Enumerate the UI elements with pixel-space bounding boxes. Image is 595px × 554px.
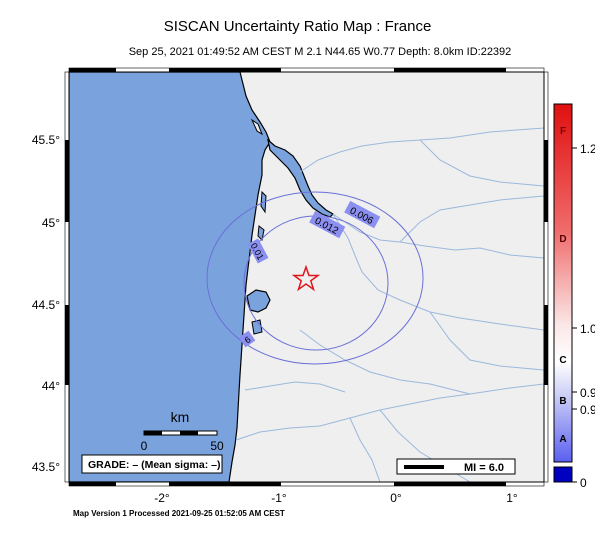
lon-tick-label: 0°: [390, 491, 402, 505]
epicenter-star-icon: [291, 264, 321, 292]
ocean-area: [69, 72, 271, 482]
map-title: SISCAN Uncertainty Ratio Map : France: [163, 18, 432, 35]
colorbar-value: 0: [580, 476, 587, 490]
colorbar-value: 0.9: [580, 386, 595, 400]
lake-cazaux: [251, 319, 263, 335]
lon-tick-label: 1°: [506, 491, 518, 505]
grade-label: C: [559, 355, 566, 366]
lat-tick-label: 45.5°: [32, 133, 60, 147]
colorbar: F D C B A 1.2 1.0 0.9 0.9 0: [553, 103, 595, 490]
arcachon-basin: [246, 289, 271, 313]
lon-tick-label: -2°: [154, 491, 170, 505]
contour-label: 6: [243, 334, 253, 345]
grade-label: D: [559, 234, 566, 245]
lat-tick-label: 45°: [42, 216, 60, 230]
grade-text: GRADE: – (Mean sigma: –): [88, 459, 220, 471]
lat-tick-label: 43.5°: [32, 460, 60, 474]
grade-label: F: [560, 126, 566, 137]
scale-bar: km 0 50: [141, 409, 224, 453]
scale-start: 0: [141, 439, 148, 453]
grade-box: GRADE: – (Mean sigma: –): [81, 454, 223, 474]
processed-footer: Map Version 1 Processed 2021-09-25 01:52…: [73, 509, 285, 518]
lat-tick-label: 44°: [42, 379, 60, 393]
colorbar-value: 0.9: [580, 403, 595, 417]
lon-tick-label: -1°: [271, 491, 287, 505]
scale-end: 50: [210, 439, 224, 453]
island-oleron: [250, 118, 264, 136]
grade-label: A: [559, 434, 566, 445]
grade-label: B: [559, 396, 566, 407]
map-frame: [64, 67, 549, 487]
lake-lacanau: [257, 225, 265, 242]
scale-unit: km: [171, 409, 190, 425]
mi-legend: MI = 6.0: [396, 458, 516, 475]
colorbar-value: 1.2: [580, 142, 595, 156]
lat-tick-label: 44.5°: [32, 298, 60, 312]
rivers: [235, 127, 544, 482]
event-subtitle: Sep 25, 2021 01:49:52 AM CEST M 2.1 N44.…: [128, 46, 512, 58]
mi-label: MI = 6.0: [464, 462, 504, 474]
colorbar-value: 1.0: [580, 322, 595, 336]
